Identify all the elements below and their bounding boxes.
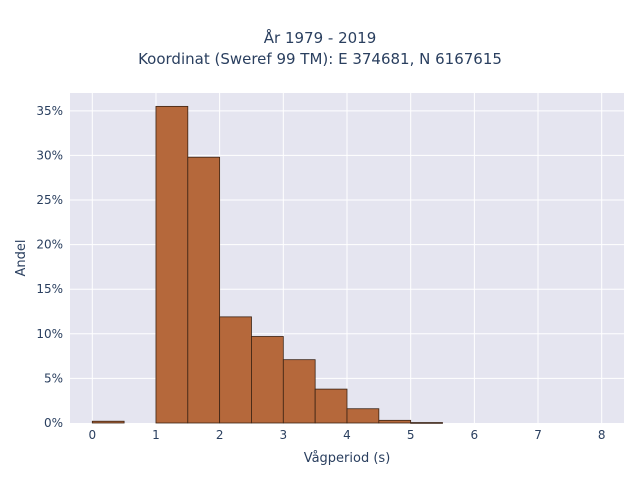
x-tick-label: 2 bbox=[216, 428, 224, 442]
x-tick-label: 0 bbox=[88, 428, 96, 442]
histogram-bar bbox=[378, 419, 412, 424]
histogram-bar bbox=[187, 156, 221, 424]
y-tick-label: 20% bbox=[36, 238, 63, 252]
histogram-bar bbox=[155, 105, 189, 424]
chart-subtitle: Koordinat (Sweref 99 TM): E 374681, N 61… bbox=[138, 50, 502, 68]
histogram-bar bbox=[251, 336, 284, 424]
histogram-bar bbox=[219, 316, 252, 424]
x-axis-title: Vågperiod (s) bbox=[304, 451, 391, 466]
x-tick-label: 8 bbox=[598, 428, 606, 442]
histogram-bar bbox=[314, 388, 348, 424]
histogram-bar bbox=[91, 420, 125, 424]
x-tick-label: 4 bbox=[343, 428, 351, 442]
x-tick-label: 5 bbox=[407, 428, 415, 442]
y-tick-label: 10% bbox=[36, 327, 63, 341]
x-tick-label: 3 bbox=[280, 428, 288, 442]
y-tick-label: 30% bbox=[36, 148, 63, 162]
y-axis-title: Andel bbox=[14, 240, 29, 277]
x-tick-label: 7 bbox=[534, 428, 542, 442]
histogram-bar bbox=[410, 422, 443, 424]
y-tick-label: 35% bbox=[36, 104, 63, 118]
x-tick-label: 6 bbox=[471, 428, 479, 442]
histogram-bar bbox=[282, 359, 316, 424]
y-tick-label: 0% bbox=[44, 416, 63, 430]
y-tick-label: 25% bbox=[36, 193, 63, 207]
y-tick-label: 5% bbox=[44, 371, 63, 385]
x-tick-label: 1 bbox=[152, 428, 160, 442]
chart-title: År 1979 - 2019 bbox=[263, 29, 377, 47]
y-tick-label: 15% bbox=[36, 282, 63, 296]
histogram-bar bbox=[346, 408, 380, 424]
